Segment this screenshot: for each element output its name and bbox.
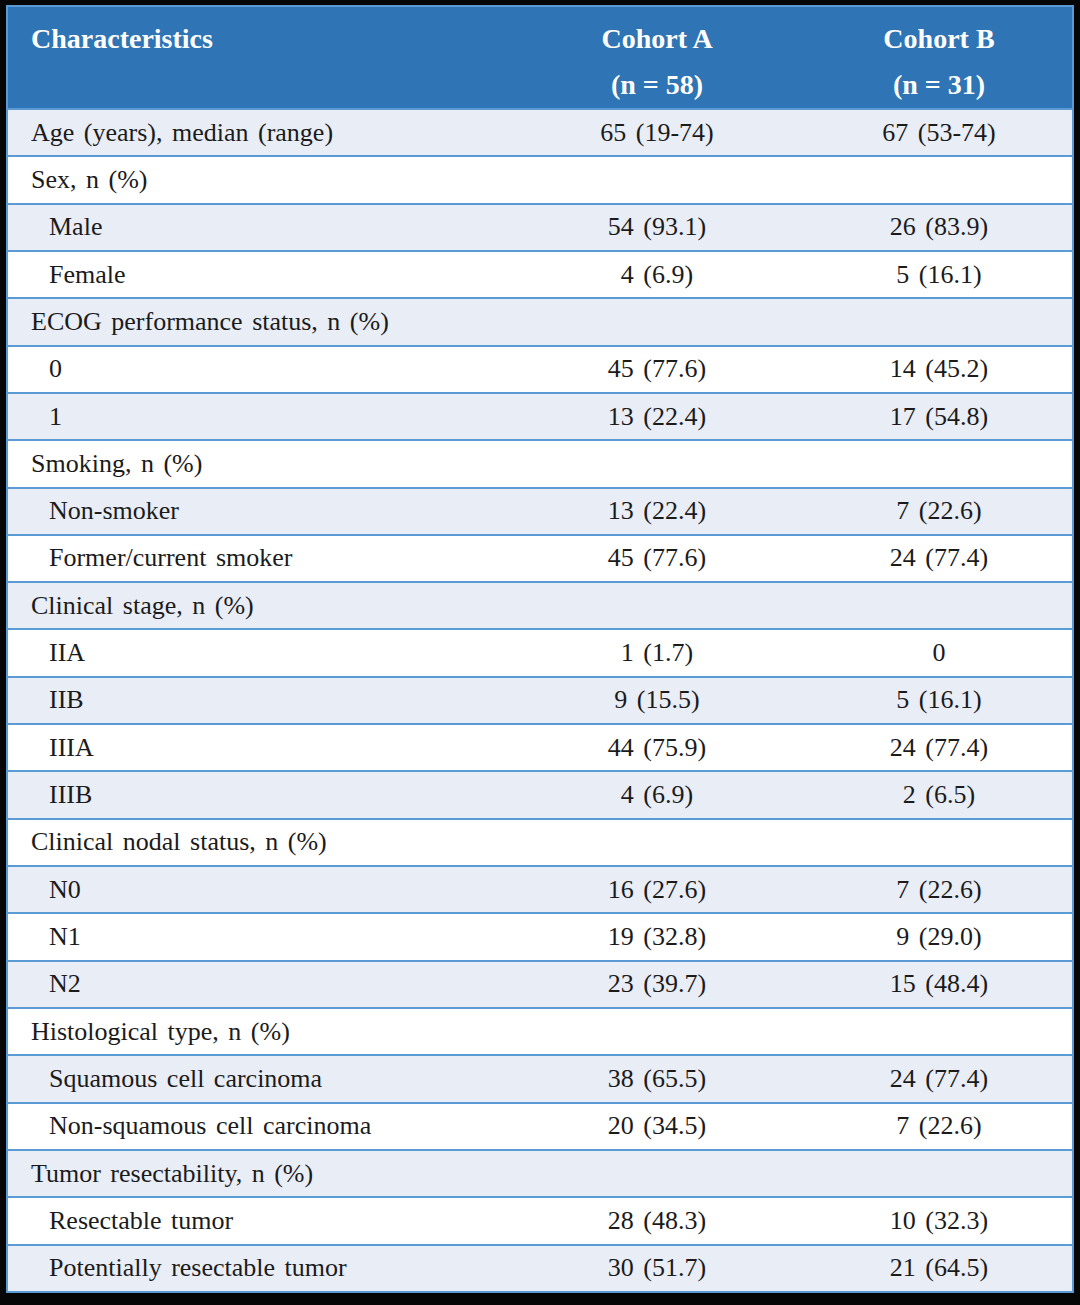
- cohort-a-value: 13 (22.4): [508, 496, 806, 526]
- cohort-a-value: 45 (77.6): [508, 354, 806, 384]
- table-row: N2 23 (39.7) 15 (48.4): [8, 960, 1072, 1007]
- cohort-b-value: 10 (32.3): [806, 1206, 1072, 1236]
- header-cohort-a-count: (n = 58): [508, 62, 806, 108]
- row-label: Squamous cell carcinoma: [8, 1064, 508, 1094]
- cohort-b-value: 7 (22.6): [806, 875, 1072, 905]
- row-label: Smoking, n (%): [8, 449, 508, 479]
- cohort-b-value: 24 (77.4): [806, 1064, 1072, 1094]
- table-header-row: Characteristics Cohort A (n = 58) Cohort…: [8, 7, 1072, 108]
- row-label: IIA: [8, 638, 508, 668]
- table-row: IIIB 4 (6.9) 2 (6.5): [8, 770, 1072, 817]
- row-label: Female: [8, 260, 508, 290]
- row-label: Histological type, n (%): [8, 1017, 508, 1047]
- characteristics-table: Characteristics Cohort A (n = 58) Cohort…: [6, 5, 1074, 1293]
- row-label: Age (years), median (range): [8, 118, 508, 148]
- table-row: Female 4 (6.9) 5 (16.1): [8, 250, 1072, 297]
- row-label: 0: [8, 354, 508, 384]
- header-cohort-a-label: Cohort A: [508, 16, 806, 62]
- cohort-a-value: 9 (15.5): [508, 685, 806, 715]
- header-characteristics: Characteristics: [8, 7, 508, 108]
- table-rows: Age (years), median (range) 65 (19-74) 6…: [8, 108, 1072, 1291]
- cohort-b-value: 15 (48.4): [806, 969, 1072, 999]
- row-label: IIIA: [8, 733, 508, 763]
- cohort-b-value: 5 (16.1): [806, 260, 1072, 290]
- table-row: Non-squamous cell carcinoma 20 (34.5) 7 …: [8, 1102, 1072, 1149]
- row-label: IIB: [8, 685, 508, 715]
- table-row: N0 16 (27.6) 7 (22.6): [8, 865, 1072, 912]
- row-label: Non-smoker: [8, 496, 508, 526]
- row-label: Clinical stage, n (%): [8, 591, 508, 621]
- cohort-a-value: 16 (27.6): [508, 875, 806, 905]
- row-label: IIIB: [8, 780, 508, 810]
- cohort-a-value: 4 (6.9): [508, 260, 806, 290]
- row-label: Clinical nodal status, n (%): [8, 827, 508, 857]
- table-row: Sex, n (%): [8, 155, 1072, 202]
- cohort-b-value: 7 (22.6): [806, 496, 1072, 526]
- cohort-b-value: 5 (16.1): [806, 685, 1072, 715]
- cohort-b-value: 24 (77.4): [806, 543, 1072, 573]
- table-row: Tumor resectability, n (%): [8, 1149, 1072, 1196]
- header-cohort-b-count: (n = 31): [806, 62, 1072, 108]
- cohort-b-value: 67 (53-74): [806, 118, 1072, 148]
- row-label: N2: [8, 969, 508, 999]
- table-row: ECOG performance status, n (%): [8, 297, 1072, 344]
- cohort-a-value: 1 (1.7): [508, 638, 806, 668]
- row-label: Former/current smoker: [8, 543, 508, 573]
- table-row: IIA 1 (1.7) 0: [8, 628, 1072, 675]
- row-label: 1: [8, 402, 508, 432]
- header-cohort-a: Cohort A (n = 58): [508, 7, 806, 108]
- cohort-b-value: 9 (29.0): [806, 922, 1072, 952]
- table-row: Clinical nodal status, n (%): [8, 818, 1072, 865]
- cohort-a-value: 54 (93.1): [508, 212, 806, 242]
- table-row: Male 54 (93.1) 26 (83.9): [8, 203, 1072, 250]
- table-row: Smoking, n (%): [8, 439, 1072, 486]
- cohort-a-value: 65 (19-74): [508, 118, 806, 148]
- header-cohort-b-label: Cohort B: [806, 16, 1072, 62]
- header-characteristics-label: Characteristics: [31, 16, 508, 62]
- cohort-b-value: 26 (83.9): [806, 212, 1072, 242]
- cohort-a-value: 28 (48.3): [508, 1206, 806, 1236]
- table-row: Clinical stage, n (%): [8, 581, 1072, 628]
- row-label: Resectable tumor: [8, 1206, 508, 1236]
- cohort-a-value: 30 (51.7): [508, 1253, 806, 1283]
- cohort-a-value: 20 (34.5): [508, 1111, 806, 1141]
- table-row: Histological type, n (%): [8, 1007, 1072, 1054]
- cohort-b-value: 17 (54.8): [806, 402, 1072, 432]
- cohort-a-value: 23 (39.7): [508, 969, 806, 999]
- row-label: Male: [8, 212, 508, 242]
- row-label: Potentially resectable tumor: [8, 1253, 508, 1283]
- table-row: Non-smoker 13 (22.4) 7 (22.6): [8, 487, 1072, 534]
- table-row: Resectable tumor 28 (48.3) 10 (32.3): [8, 1196, 1072, 1243]
- cohort-a-value: 4 (6.9): [508, 780, 806, 810]
- table-row: IIIA 44 (75.9) 24 (77.4): [8, 723, 1072, 770]
- cohort-b-value: 0: [806, 638, 1072, 668]
- table-row: Squamous cell carcinoma 38 (65.5) 24 (77…: [8, 1054, 1072, 1101]
- table-row: IIB 9 (15.5) 5 (16.1): [8, 676, 1072, 723]
- cohort-a-value: 45 (77.6): [508, 543, 806, 573]
- row-label: Tumor resectability, n (%): [8, 1159, 508, 1189]
- cohort-a-value: 13 (22.4): [508, 402, 806, 432]
- row-label: N1: [8, 922, 508, 952]
- table-row: Age (years), median (range) 65 (19-74) 6…: [8, 108, 1072, 155]
- row-label: Sex, n (%): [8, 165, 508, 195]
- cohort-b-value: 2 (6.5): [806, 780, 1072, 810]
- table-row: 1 13 (22.4) 17 (54.8): [8, 392, 1072, 439]
- cohort-a-value: 44 (75.9): [508, 733, 806, 763]
- row-label: Non-squamous cell carcinoma: [8, 1111, 508, 1141]
- table-row: 0 45 (77.6) 14 (45.2): [8, 345, 1072, 392]
- cohort-a-value: 38 (65.5): [508, 1064, 806, 1094]
- cohort-a-value: 19 (32.8): [508, 922, 806, 952]
- cohort-b-value: 24 (77.4): [806, 733, 1072, 763]
- table-row: N1 19 (32.8) 9 (29.0): [8, 912, 1072, 959]
- row-label: N0: [8, 875, 508, 905]
- header-cohort-b: Cohort B (n = 31): [806, 7, 1072, 108]
- row-label: ECOG performance status, n (%): [8, 307, 508, 337]
- table-row: Former/current smoker 45 (77.6) 24 (77.4…: [8, 534, 1072, 581]
- cohort-b-value: 7 (22.6): [806, 1111, 1072, 1141]
- table-row: Potentially resectable tumor 30 (51.7) 2…: [8, 1244, 1072, 1291]
- cohort-b-value: 14 (45.2): [806, 354, 1072, 384]
- cohort-b-value: 21 (64.5): [806, 1253, 1072, 1283]
